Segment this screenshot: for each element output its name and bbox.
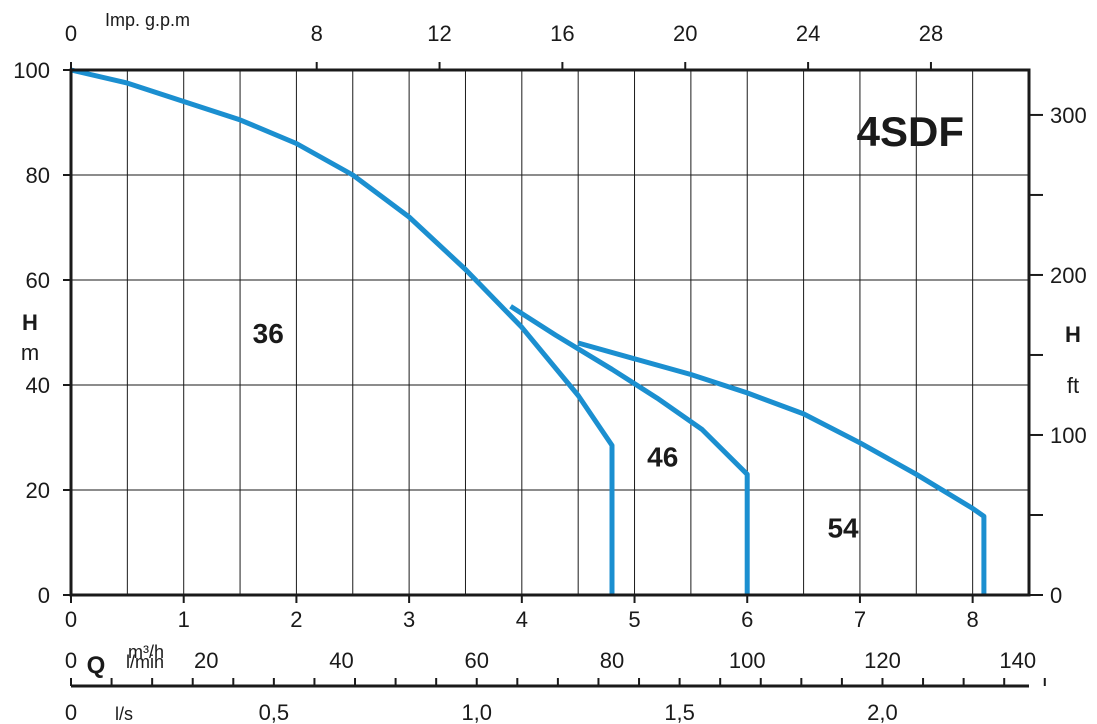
chart-title: 4SDF (857, 108, 964, 155)
lmin-tick-label: 40 (329, 648, 353, 673)
y-tick-label: 100 (13, 58, 50, 83)
lmin-axis-unit: l/min (126, 652, 164, 672)
lmin-tick-label: 80 (600, 648, 624, 673)
y-axis-label: H (22, 310, 38, 335)
top-tick-label: 24 (796, 21, 820, 46)
ls-axis-unit: l/s (115, 704, 133, 724)
ls-tick-label: 2,0 (867, 700, 898, 724)
x-tick-label: 2 (290, 607, 302, 632)
curve-54 (577, 340, 987, 595)
lmin-tick-label: 20 (194, 648, 218, 673)
ls-tick-label: 0 (65, 700, 77, 724)
y-tick-label: 60 (26, 268, 50, 293)
x-tick-label: 6 (741, 607, 753, 632)
top-tick-label: 28 (919, 21, 943, 46)
ls-tick-label: 0,5 (259, 700, 290, 724)
curve-36 (70, 67, 615, 595)
x-tick-label: 4 (516, 607, 528, 632)
curve-46 (509, 304, 750, 595)
right-axis-unit: ft (1067, 373, 1079, 398)
ls-tick-label: 1,0 (461, 700, 492, 724)
x-axis-label: Q (87, 652, 106, 679)
curves: 36 46 54 (70, 67, 987, 595)
curve-label-54: 54 (827, 512, 859, 543)
x-tick-label: 5 (628, 607, 640, 632)
top-tick-label: 0 (65, 21, 77, 46)
lmin-tick-label: 140 (999, 648, 1036, 673)
labels: 4SDF Imp. g.p.m H m H ft Q m³/h l/min l/… (21, 10, 1081, 724)
plot-frame (69, 68, 1031, 597)
ls-tick-label: 1,5 (664, 700, 695, 724)
curve-label-36: 36 (253, 318, 284, 349)
lmin-tick-label: 120 (864, 648, 901, 673)
right-axis-label: H (1065, 322, 1081, 347)
y-axis-unit: m (21, 340, 39, 365)
x-tick-label: 1 (178, 607, 190, 632)
top-axis-label: Imp. g.p.m (105, 10, 190, 30)
y-tick-label: 0 (38, 583, 50, 608)
right-tick-label: 300 (1050, 103, 1087, 128)
top-tick-label: 16 (550, 21, 574, 46)
x-tick-label: 3 (403, 607, 415, 632)
top-tick-label: 20 (673, 21, 697, 46)
x-tick-label: 0 (65, 607, 77, 632)
x-axis-unit: m³/h (128, 642, 164, 662)
curve-label-46: 46 (647, 441, 678, 472)
right-tick-label: 200 (1050, 263, 1087, 288)
right-tick-label: 0 (1050, 583, 1062, 608)
x-tick-label: 8 (967, 607, 979, 632)
y-tick-label: 40 (26, 373, 50, 398)
right-tick-label: 100 (1050, 423, 1087, 448)
top-tick-label: 12 (427, 21, 451, 46)
lmin-tick-label: 60 (464, 648, 488, 673)
y-tick-label: 20 (26, 478, 50, 503)
x-tick-label: 7 (854, 607, 866, 632)
grid (71, 70, 1029, 595)
top-tick-label: 8 (311, 21, 323, 46)
lmin-tick-label: 0 (65, 648, 77, 673)
lmin-tick-label: 100 (729, 648, 766, 673)
y-tick-label: 80 (26, 163, 50, 188)
